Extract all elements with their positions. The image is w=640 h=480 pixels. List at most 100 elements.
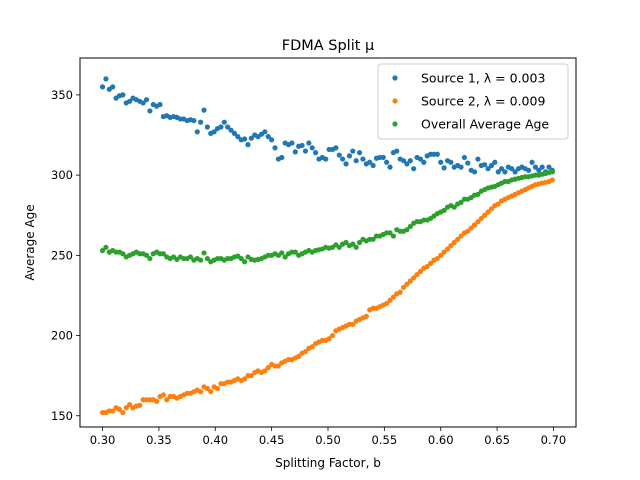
source-2-point [296,353,302,360]
source-1-point [387,164,393,170]
source-2-point [458,233,464,239]
y-tick-label: 350 [51,88,73,102]
source-2-point [424,263,430,270]
source-1-point [539,164,545,170]
source-2-point [204,385,210,392]
source-2-point [390,294,396,300]
source-2-point [265,365,271,371]
source-1-point [225,124,231,130]
source-1-point [198,119,204,125]
overall-average-point [370,236,376,242]
legend-source-1: Source 1, λ = 0.003 [392,71,545,86]
source-1-point [532,164,539,170]
source-1-point [191,117,197,124]
source-1-point [279,154,285,161]
source-2-point [248,373,254,379]
source-2-point [387,297,393,303]
x-tick-label: 0.50 [315,433,341,447]
source-2-point [400,284,407,291]
source-1-point [475,156,481,162]
source-1-point [201,107,207,113]
source-2-point [444,246,451,252]
legend: Source 1, λ = 0.003 Source 2, λ = 0.009 Ov… [377,63,569,140]
overall-average-point [241,259,248,265]
data-points [99,76,555,416]
source-2-point [160,392,167,398]
source-2-point [495,201,501,207]
y-tick-label: 150 [51,409,73,423]
source-2-point [549,177,555,183]
source-1-point [434,151,440,157]
x-tick-label: 0.30 [90,433,116,447]
overall-average-point [147,255,153,262]
source-1-point [370,162,376,169]
source-1-point [502,169,508,175]
source-2-point [127,401,133,408]
source-2-point [488,206,495,212]
source-1-point [120,92,126,98]
source-1-point [245,142,251,148]
source-1-point [407,158,413,164]
source-1-point [343,161,349,167]
x-tick-label: 0.35 [146,433,172,447]
x-tick-label: 0.70 [541,433,567,447]
y-tick-label: 200 [51,329,73,343]
overall-average-point [390,233,396,239]
source-2-point [417,268,424,274]
overall-average-point [475,191,481,197]
source-1-point [323,156,329,162]
source-1-points [99,76,555,175]
source-1-point [147,108,153,114]
source-1-point [384,159,390,165]
source-1-point [127,98,133,104]
y-tick-label: 250 [51,248,73,262]
source-1-point [356,150,363,156]
source-2-point [434,255,440,262]
overall-average-point [343,239,349,246]
source-1-point [103,76,109,82]
source-1-point [441,165,447,171]
source-2-point [478,215,484,222]
source-1-point [262,129,268,135]
source-2-point [241,376,248,382]
legend-overall-average: Overall Average Age [392,117,549,132]
overall-average-point [160,251,167,257]
source-1-point [526,167,532,173]
source-2-point [411,275,417,281]
source-2-point [465,228,471,234]
y-tick-label: 300 [51,168,73,182]
source-1-point [340,156,346,162]
source-1-point [512,169,518,175]
source-2-point [302,349,309,355]
source-1-point [333,145,339,151]
legend-marker [392,121,398,127]
source-1-point [110,84,116,90]
source-2-point [350,321,356,327]
overall-average-point [187,254,194,260]
source-1-point [529,159,535,165]
source-1-point [336,152,342,158]
source-1-point [404,161,410,167]
overall-average-point [356,239,363,246]
overall-average-point [198,257,204,263]
source-1-point [461,154,467,161]
source-1-point [509,166,515,172]
source-1-point [228,127,234,133]
overall-average-point [353,244,359,250]
source-1-point [99,84,106,90]
y-axis-ticks: 150 200 250 300 350 [51,88,80,423]
source-1-point [306,140,312,146]
source-1-point [292,149,298,155]
overall-average-point [350,241,356,247]
source-2-point [397,289,403,295]
source-1-point [272,145,278,151]
source-2-point [116,406,123,412]
source-1-point [471,169,478,175]
x-tick-label: 0.45 [259,433,285,447]
source-2-point [110,408,116,414]
source-1-point [302,148,309,154]
source-1-point [248,135,254,141]
source-2-point [309,344,315,350]
legend-source-2: Source 2, λ = 0.009 [392,94,545,109]
